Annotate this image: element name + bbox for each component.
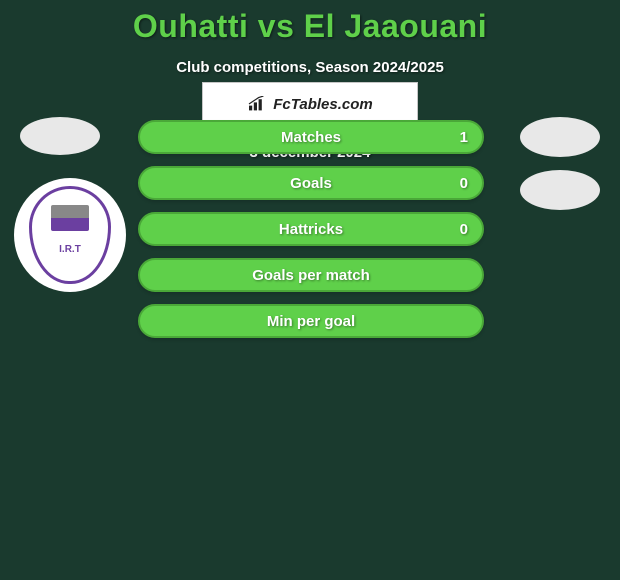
brand-text: FcTables.com (273, 96, 372, 113)
page-title: Ouhatti vs El Jaaouani (0, 0, 620, 45)
stats-container: Matches 1 Goals 0 Hattricks 0 Goals per … (138, 120, 484, 350)
stat-row-matches: Matches 1 (138, 120, 484, 154)
stat-row-goals-per-match: Goals per match (138, 258, 484, 292)
player-avatar-left (20, 117, 100, 155)
stat-label: Goals per match (252, 267, 370, 284)
player-avatar-right-top (520, 117, 600, 157)
stat-value: 0 (460, 221, 468, 238)
player-avatar-right-bottom (520, 170, 600, 210)
stat-row-min-per-goal: Min per goal (138, 304, 484, 338)
stat-label: Goals (290, 175, 332, 192)
club-badge-text: I.R.T (59, 244, 81, 255)
club-badge-shield: I.R.T (29, 186, 111, 284)
stat-label: Min per goal (267, 313, 355, 330)
stat-value: 1 (460, 129, 468, 146)
stat-label: Hattricks (279, 221, 343, 238)
stat-row-goals: Goals 0 (138, 166, 484, 200)
club-badge: I.R.T (14, 178, 126, 292)
stat-value: 0 (460, 175, 468, 192)
season-subtitle: Club competitions, Season 2024/2025 (0, 59, 620, 76)
chart-icon (247, 96, 267, 112)
stat-row-hattricks: Hattricks 0 (138, 212, 484, 246)
stat-label: Matches (281, 129, 341, 146)
club-badge-building-icon (51, 205, 89, 231)
